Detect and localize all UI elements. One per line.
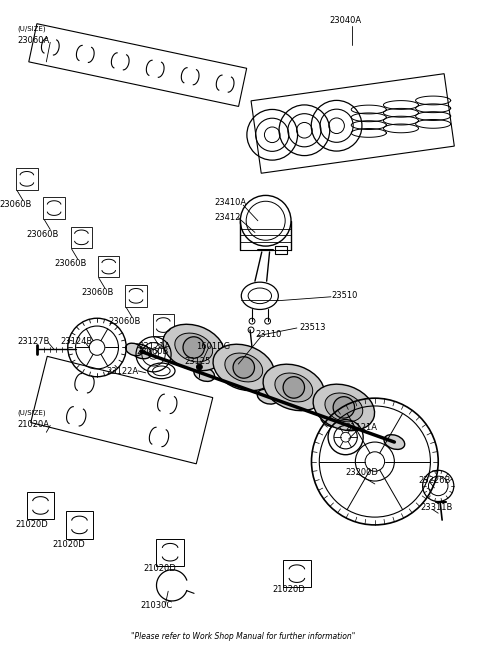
Text: "Please refer to Work Shop Manual for further information": "Please refer to Work Shop Manual for fu…	[131, 632, 355, 641]
Ellipse shape	[263, 364, 324, 411]
Text: 1601DG: 1601DG	[196, 342, 230, 350]
Ellipse shape	[384, 435, 405, 449]
Text: 21020A: 21020A	[17, 420, 49, 428]
Ellipse shape	[313, 384, 374, 431]
Text: (U/SIZE): (U/SIZE)	[17, 26, 46, 32]
Text: 23311B: 23311B	[420, 504, 453, 512]
Ellipse shape	[126, 343, 143, 356]
Text: 21020D: 21020D	[15, 520, 48, 529]
Circle shape	[283, 377, 304, 398]
Circle shape	[183, 337, 204, 358]
Text: 23127B: 23127B	[17, 337, 49, 346]
Circle shape	[196, 364, 202, 370]
Ellipse shape	[257, 389, 278, 404]
Text: 23060A: 23060A	[17, 35, 49, 45]
Ellipse shape	[321, 412, 341, 427]
Ellipse shape	[163, 324, 225, 371]
Text: 21030C: 21030C	[141, 601, 173, 610]
Text: 23510: 23510	[331, 291, 358, 300]
Text: 23060B: 23060B	[82, 288, 114, 297]
Text: 21121A: 21121A	[346, 422, 378, 432]
Text: 23121A: 23121A	[138, 342, 170, 350]
Text: 23060B: 23060B	[136, 346, 168, 356]
Text: 23110: 23110	[255, 330, 281, 339]
Text: 23060B: 23060B	[0, 200, 32, 210]
Ellipse shape	[213, 345, 275, 391]
Text: 23040A: 23040A	[329, 16, 361, 25]
Text: 23124B: 23124B	[60, 337, 92, 346]
Text: 23200D: 23200D	[346, 468, 379, 477]
Circle shape	[233, 357, 254, 378]
Ellipse shape	[225, 353, 263, 382]
Text: 23122A: 23122A	[107, 367, 139, 376]
Text: 23125: 23125	[185, 357, 211, 366]
Ellipse shape	[275, 373, 313, 402]
Text: 23513: 23513	[300, 323, 326, 332]
Ellipse shape	[131, 344, 151, 359]
Text: 21020D: 21020D	[52, 540, 85, 548]
Text: 23060B: 23060B	[108, 317, 141, 326]
Ellipse shape	[175, 333, 213, 362]
Text: 23410A: 23410A	[214, 198, 246, 208]
Text: 21020D: 21020D	[144, 564, 177, 573]
Text: 23060B: 23060B	[27, 229, 59, 238]
Text: (U/SIZE): (U/SIZE)	[17, 410, 46, 417]
Text: 23412: 23412	[214, 213, 240, 222]
Ellipse shape	[325, 393, 363, 422]
Text: 21020D: 21020D	[273, 586, 305, 594]
Text: 23226B: 23226B	[419, 476, 451, 485]
Text: 23060B: 23060B	[54, 259, 86, 268]
Circle shape	[333, 397, 355, 418]
Ellipse shape	[194, 367, 215, 381]
